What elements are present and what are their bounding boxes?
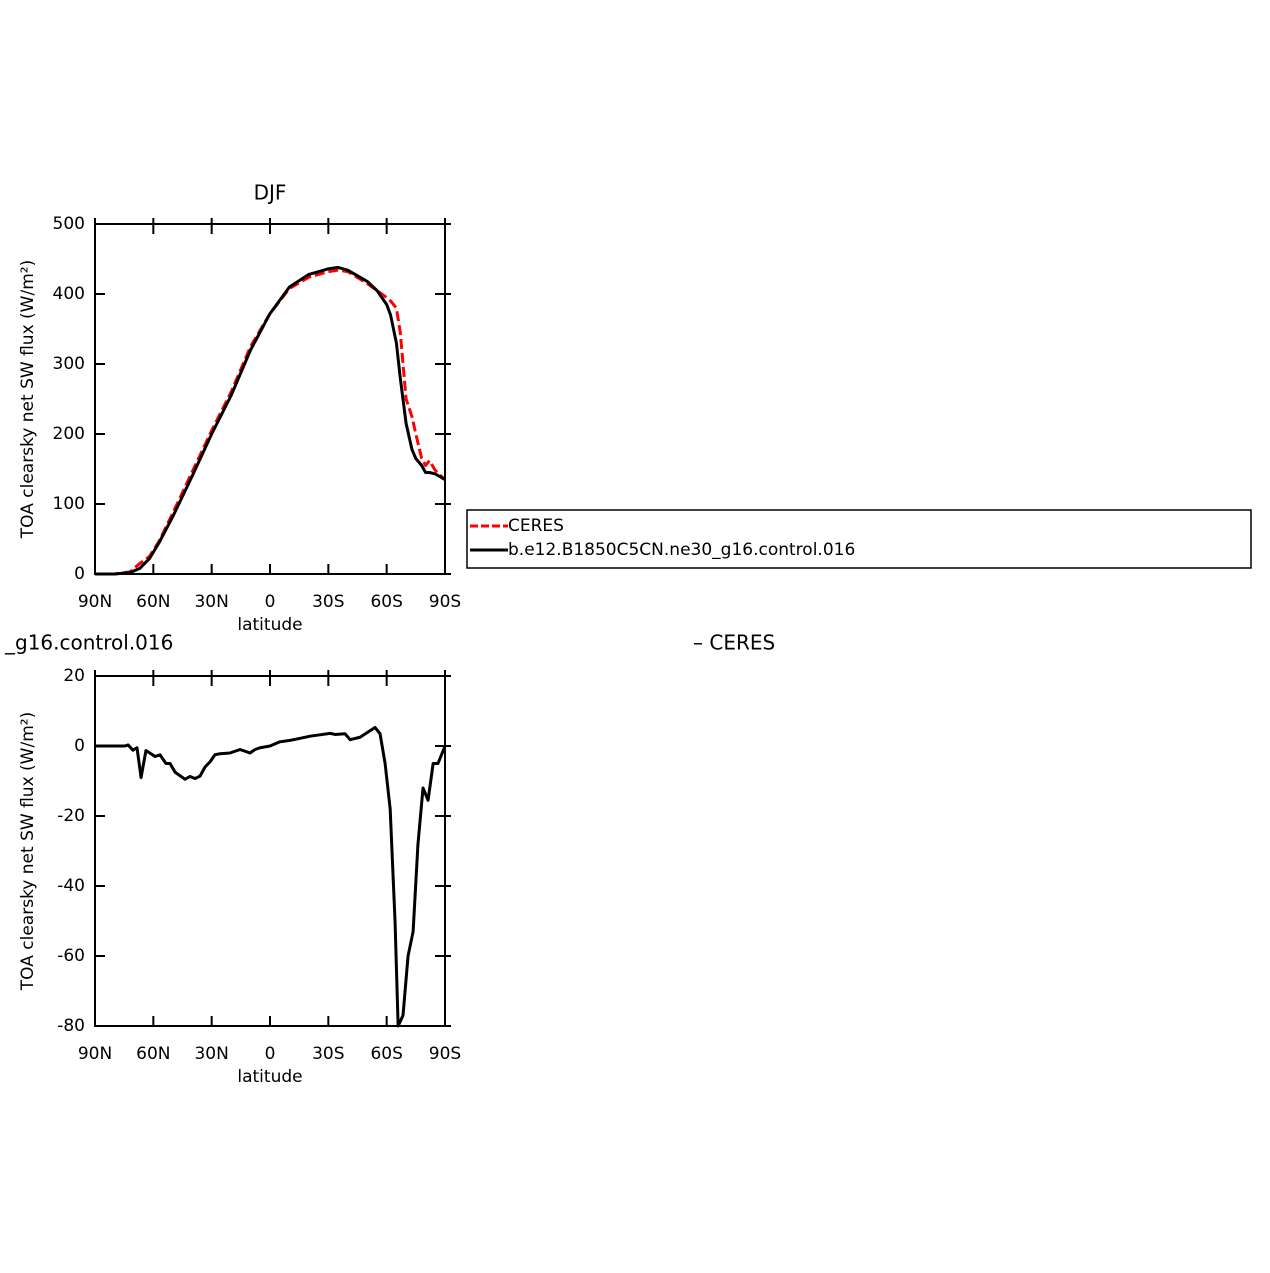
data-line — [95, 725, 447, 1028]
data-line — [95, 268, 447, 576]
x-tick-label: 60S — [370, 592, 402, 612]
x-tick-label: 0 — [265, 1044, 276, 1064]
y-tick-label: -80 — [57, 1016, 85, 1036]
legend-box — [466, 509, 1252, 569]
x-tick-label: 30S — [312, 592, 344, 612]
y-tick-label: 200 — [53, 424, 85, 444]
y-tick-label: -40 — [57, 876, 85, 896]
y-tick-label: 100 — [53, 494, 85, 514]
x-axis-label: latitude — [237, 1067, 302, 1087]
y-tick-label: 500 — [53, 214, 85, 234]
y-axis-label: TOA clearsky net SW flux (W/m²) — [18, 712, 38, 991]
y-tick-label: 300 — [53, 354, 85, 374]
y-tick-label: 20 — [63, 666, 85, 686]
chart-title: DJF — [254, 181, 287, 205]
x-tick-label: 90S — [429, 592, 461, 612]
y-tick-label: 0 — [74, 564, 85, 584]
y-axis-label: TOA clearsky net SW flux (W/m²) — [18, 260, 38, 539]
x-tick-label: 60N — [136, 1044, 170, 1064]
x-tick-label: 0 — [265, 592, 276, 612]
x-tick-label: 90N — [78, 592, 112, 612]
plot-frame — [94, 223, 446, 575]
x-tick-label: 30S — [312, 1044, 344, 1064]
x-tick-label: 30N — [194, 1044, 228, 1064]
y-tick-label: -20 — [57, 806, 85, 826]
chart-title: – CERES — [693, 631, 775, 655]
y-tick-label: 400 — [53, 284, 85, 304]
y-tick-label: 0 — [74, 736, 85, 756]
x-tick-label: 90N — [78, 1044, 112, 1064]
x-tick-label: 60N — [136, 592, 170, 612]
chart-title: _g16.control.016 — [4, 631, 173, 655]
x-tick-label: 30N — [194, 592, 228, 612]
x-tick-label: 60S — [370, 1044, 402, 1064]
y-tick-label: -60 — [57, 946, 85, 966]
legend-label: b.e12.B1850C5CN.ne30_g16.control.016 — [508, 540, 855, 560]
data-line — [95, 265, 446, 576]
x-tick-label: 90S — [429, 1044, 461, 1064]
plot-frame — [94, 675, 446, 1027]
legend-label: CERES — [508, 516, 564, 536]
x-axis-label: latitude — [237, 615, 302, 635]
